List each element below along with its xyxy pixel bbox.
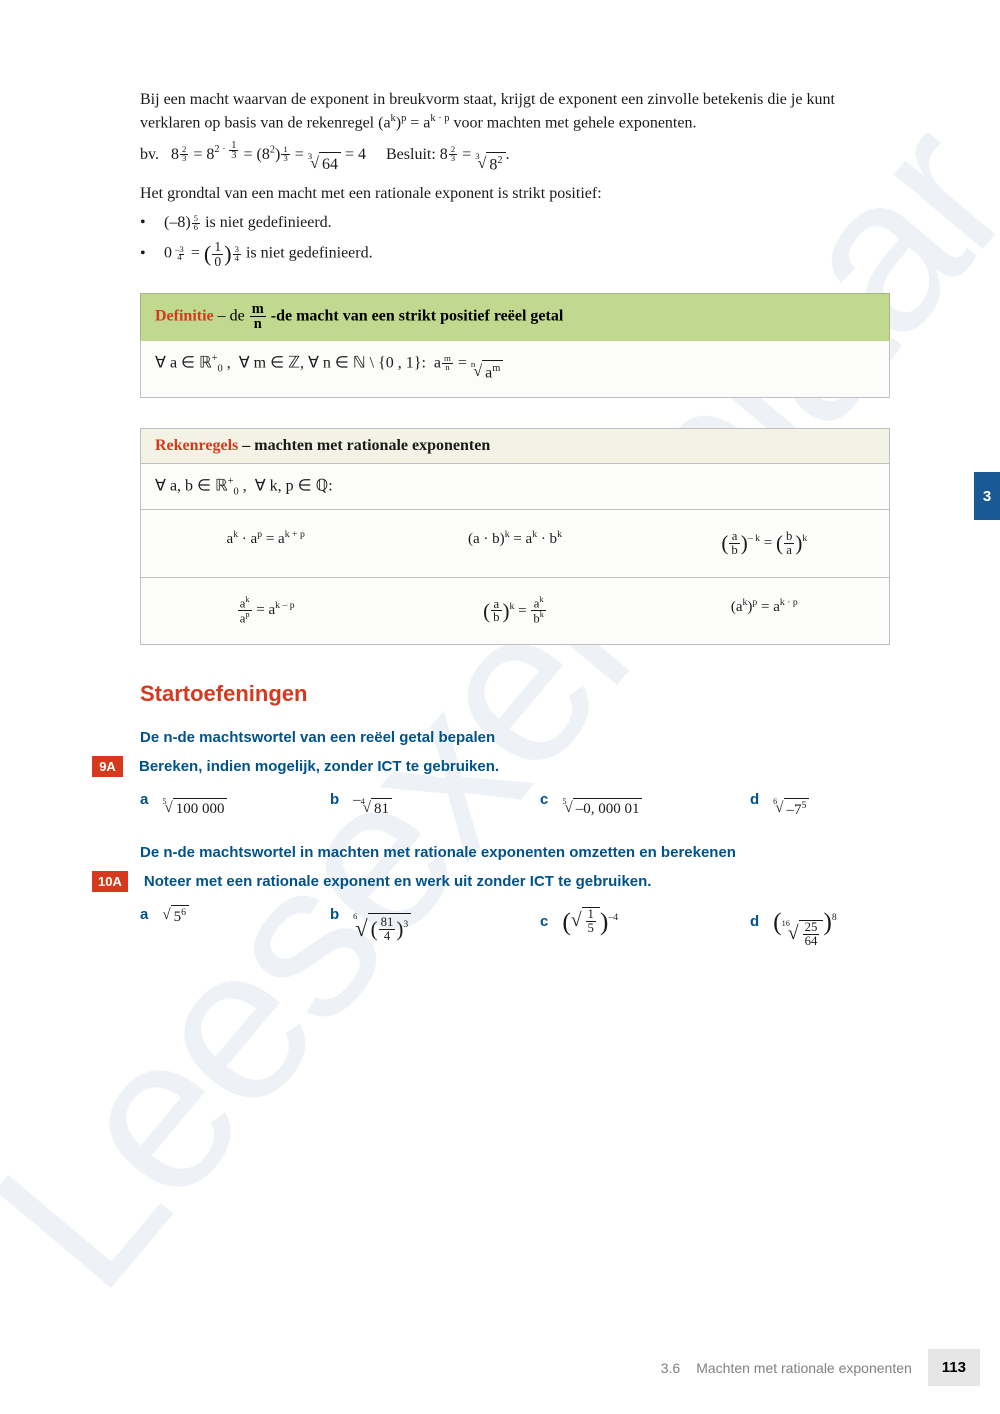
rule-cell: (ak)p = ak · p <box>640 578 889 644</box>
positive-base-text: Het grondtal van een macht met een ratio… <box>140 182 890 205</box>
rules-grid: ak · ap = ak + p (a · b)k = ak · bk (ab)… <box>141 510 889 644</box>
exercise-10a: 10A Noteer met een rationale exponent en… <box>140 871 890 892</box>
footer-title: Machten met rationale exponenten <box>696 1360 912 1376</box>
exercise-item: d (16√2564)8 <box>750 904 910 948</box>
footer-page-number: 113 <box>928 1349 980 1386</box>
subsection-heading: De n-de machtswortel van een reëel getal… <box>140 729 890 746</box>
rules-header: Rekenregels – machten met rationale expo… <box>140 428 890 464</box>
definition-body: ∀ a ∈ ℝ+0 , ∀ m ∈ ℤ, ∀ n ∈ ℕ \ {0 , 1}: … <box>140 341 890 398</box>
exercise-badge: 10A <box>92 871 128 892</box>
intro-paragraph: Bij een macht waarvan de exponent in bre… <box>140 88 890 135</box>
rule-cell: (ab)– k = (ba)k <box>640 510 889 577</box>
section-heading: Startoefeningen <box>140 681 890 707</box>
exercise-item: c (√15)–4 <box>540 904 750 948</box>
exercise-item: b 6√(814)3 <box>330 904 540 948</box>
definition-box: Definitie – de mn -de macht van een stri… <box>140 293 890 398</box>
rules-box: Rekenregels – machten met rationale expo… <box>140 428 890 645</box>
page-content: Bij een macht waarvan de exponent in bre… <box>0 0 1000 948</box>
exercise-item: b –4√81 <box>330 789 540 822</box>
rule-cell: (a · b)k = ak · bk <box>390 510 639 577</box>
footer-section: 3.6 <box>661 1360 680 1376</box>
rules-body: ∀ a, b ∈ ℝ+0 , ∀ k, p ∈ ℚ: ak · ap = ak … <box>140 464 890 645</box>
rules-condition: ∀ a, b ∈ ℝ+0 , ∀ k, p ∈ ℚ: <box>141 464 889 511</box>
exercise-item: a √56 <box>140 904 330 948</box>
rule-cell: (ab)k = akbk <box>390 578 639 644</box>
example-line: bv. 823 = 82 · 13 = (82)13 = 3√64 = 4 Be… <box>140 141 890 176</box>
intro-text: Bij een macht waarvan de exponent in bre… <box>140 88 890 271</box>
rule-cell: akap = ak – p <box>141 578 390 644</box>
subsection-heading: De n-de machtswortel in machten met rati… <box>140 844 890 861</box>
rule-cell: ak · ap = ak + p <box>141 510 390 577</box>
exercise-item: a 5√100 000 <box>140 789 330 822</box>
exercise-9a: 9A Bereken, indien mogelijk, zonder ICT … <box>140 756 890 777</box>
exercise-badge: 9A <box>92 756 123 777</box>
exercise-text: Bereken, indien mogelijk, zonder ICT te … <box>139 758 499 775</box>
exercise-item: c 5√–0, 000 01 <box>540 789 750 822</box>
bullet-item: • 0–34 = (10)34 is niet gedefinieerd. <box>140 238 890 270</box>
page-footer: 3.6 Machten met rationale exponenten 113 <box>661 1349 980 1386</box>
bullet-item: • (–8)56 is niet gedefinieerd. <box>140 211 890 234</box>
exercise-10a-items: a √56 b 6√(814)3 c (√15)–4 d (16√2564)8 <box>140 904 890 948</box>
exercise-item: d 6√–75 <box>750 789 910 822</box>
exercise-9a-items: a 5√100 000 b –4√81 c 5√–0, 000 01 d 6√–… <box>140 789 890 822</box>
definition-header: Definitie – de mn -de macht van een stri… <box>140 293 890 341</box>
exercise-text: Noteer met een rationale exponent en wer… <box>144 873 652 890</box>
